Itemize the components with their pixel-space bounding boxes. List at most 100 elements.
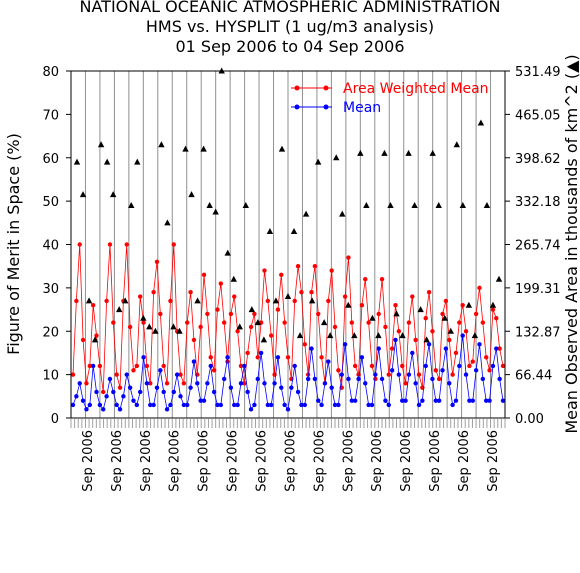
area-weighted-mean-point [356, 372, 361, 377]
area-weighted-mean-point [443, 298, 449, 304]
observed-area-marker [224, 249, 231, 256]
mean-point [319, 402, 324, 408]
observed-area-marker [429, 149, 436, 156]
area-weighted-mean-point [490, 307, 496, 312]
area-weighted-mean-point [470, 359, 475, 364]
x-tick-label: Sep 2006 [283, 430, 298, 492]
area-weighted-mean-point [262, 268, 267, 273]
mean-point [107, 376, 113, 382]
observed-area-marker [97, 141, 105, 148]
area-weighted-mean-point [309, 290, 314, 295]
area-weighted-mean-point [436, 376, 442, 382]
area-weighted-mean-point [154, 259, 160, 265]
area-weighted-mean-point [453, 350, 459, 356]
area-weighted-mean-point [127, 324, 133, 330]
area-weighted-mean-point [245, 350, 250, 356]
observed-area-marker [483, 201, 491, 208]
observed-area-marker [339, 210, 346, 217]
mean-point [161, 389, 166, 395]
area-weighted-mean-point [352, 363, 358, 369]
observed-area-marker [73, 158, 81, 165]
mean-point [497, 376, 502, 382]
area-weighted-mean-point [252, 311, 257, 317]
mean-point [279, 385, 284, 390]
mean-point [490, 363, 496, 369]
mean-point [94, 389, 99, 395]
mean-point [97, 402, 103, 408]
area-weighted-mean-point [279, 272, 284, 278]
area-weighted-mean-point [178, 372, 183, 377]
mean-point [245, 389, 250, 395]
area-weighted-mean-point [460, 303, 465, 308]
mean-point [467, 398, 472, 403]
area-weighted-mean-point [191, 337, 197, 343]
mean-point [406, 372, 412, 377]
mean-point [255, 376, 260, 382]
area-weighted-mean-point [299, 290, 304, 295]
area-weighted-mean-point [185, 320, 190, 325]
mean-point [282, 402, 287, 408]
mean-point [158, 368, 163, 373]
area-weighted-mean-point [171, 242, 176, 247]
area-weighted-mean-point [137, 294, 143, 299]
observed-area-marker [134, 158, 141, 165]
area-weighted-mean-point [84, 381, 89, 386]
x-tick-label: Sep 2006 [255, 430, 270, 492]
observed-area-marker [411, 201, 418, 208]
mean-point [90, 363, 96, 369]
observed-area-marker [290, 227, 298, 234]
mean-point [363, 381, 368, 386]
legend-marker-area-weighted-mean [294, 85, 300, 91]
y-axis-ticks: 0 10 20 30 40 50 60 70 80 [42, 65, 71, 427]
area-weighted-mean-point [467, 363, 472, 369]
area-weighted-mean-point [221, 320, 227, 325]
observed-area-marker [152, 327, 159, 334]
mean-point [457, 363, 462, 369]
area-weighted-mean-point [134, 363, 140, 369]
observed-area-marker [176, 327, 183, 334]
observed-area-marker [447, 327, 454, 334]
observed-area-marker [441, 314, 448, 321]
area-weighted-mean-point [349, 320, 355, 325]
observed-area-marker [109, 191, 117, 198]
area-weighted-mean-point [473, 311, 479, 317]
area-weighted-mean-point [248, 324, 254, 330]
mean-point [487, 398, 492, 403]
observed-area-marker [122, 297, 129, 304]
mean-point [376, 346, 381, 351]
area-weighted-mean-point [342, 294, 348, 299]
mean-point [336, 402, 341, 408]
mean-point [443, 346, 449, 351]
mean-point [349, 398, 355, 403]
area-weighted-mean-point [235, 329, 240, 334]
legend-marker-mean-2 [323, 104, 329, 110]
observed-area-marker [158, 141, 165, 148]
area-weighted-mean-point [151, 290, 156, 295]
area-weighted-mean-point [497, 346, 502, 351]
x-tick-label: Sep 2006 [139, 430, 154, 492]
x-minor-tick-strip [70, 419, 506, 428]
x-tick-label: Sep 2006 [370, 430, 385, 492]
mean-point [305, 376, 311, 382]
mean-point [195, 381, 200, 386]
area-weighted-mean-point [326, 298, 331, 304]
area-weighted-mean-point [305, 372, 311, 377]
observed-area-marker [164, 219, 171, 226]
area-weighted-mean-point [124, 242, 129, 247]
area-weighted-mean-point [168, 298, 173, 304]
y-tick-label: 80 [42, 65, 59, 80]
area-weighted-mean-point [255, 355, 260, 360]
mean-point [248, 407, 254, 412]
mean-point [285, 407, 291, 412]
observed-area-marker [302, 210, 310, 217]
area-weighted-mean-point [218, 281, 224, 286]
x-tick-label: Sep 2006 [428, 430, 443, 492]
area-weighted-mean-point [161, 363, 166, 369]
mean-point [154, 385, 160, 390]
mean-point [164, 407, 170, 412]
mean-point [235, 402, 240, 408]
mean-point [379, 376, 385, 382]
observed-area-marker [230, 275, 237, 282]
observed-area-marker [91, 336, 99, 343]
observed-area-marker [212, 208, 219, 215]
